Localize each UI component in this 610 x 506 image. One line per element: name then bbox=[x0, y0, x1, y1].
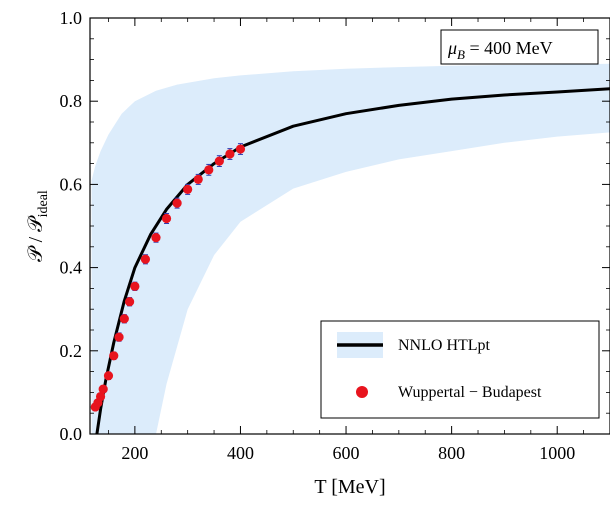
data-point bbox=[172, 197, 182, 209]
data-point bbox=[225, 148, 235, 160]
svg-text:μB = 400 MeV: μB = 400 MeV bbox=[447, 38, 553, 62]
y-axis-label: 𝒫 / 𝒫ideal bbox=[25, 190, 51, 262]
data-point bbox=[103, 371, 114, 381]
point-marker bbox=[225, 149, 235, 159]
mu-symbol: μ bbox=[447, 38, 457, 58]
point-marker bbox=[172, 198, 182, 208]
point-marker bbox=[119, 314, 129, 324]
data-point bbox=[130, 281, 140, 291]
htlpt-line bbox=[95, 87, 610, 434]
point-marker bbox=[151, 233, 161, 243]
y-tick-label: 0.4 bbox=[60, 258, 83, 278]
data-point bbox=[151, 232, 161, 243]
data-point bbox=[109, 351, 119, 361]
x-tick-label: 1000 bbox=[539, 443, 575, 463]
legend-scatter-label: Wuppertal − Budapest bbox=[398, 384, 542, 401]
point-marker bbox=[235, 144, 246, 154]
mu-annotation-box bbox=[440, 29, 599, 65]
data-point bbox=[124, 297, 135, 307]
point-marker bbox=[130, 281, 140, 291]
y-axis-label-main: 𝒫 / 𝒫 bbox=[25, 215, 47, 262]
data-point bbox=[235, 143, 246, 155]
point-marker bbox=[193, 174, 203, 185]
mu-subscript: B bbox=[457, 47, 465, 62]
point-marker bbox=[109, 351, 119, 361]
wuppertal-budapest-points bbox=[90, 143, 246, 412]
data-point bbox=[119, 314, 129, 324]
mu-annotation: μB = 400 MeV bbox=[440, 29, 599, 65]
point-marker bbox=[140, 254, 151, 264]
point-marker bbox=[204, 165, 214, 175]
point-marker bbox=[114, 332, 124, 342]
x-tick-label: 600 bbox=[333, 443, 360, 463]
x-axis-label: T [MeV] bbox=[314, 476, 385, 498]
legend-line-label: NNLO HTLpt bbox=[398, 337, 491, 354]
data-point bbox=[204, 163, 214, 176]
data-point bbox=[214, 155, 224, 168]
data-point bbox=[183, 183, 193, 195]
x-tick-label: 200 bbox=[121, 443, 148, 463]
legend-scatter-swatch bbox=[356, 386, 368, 398]
x-axis-ticks: 200 400 600 800 1000 bbox=[108, 18, 610, 463]
mu-value: = 400 MeV bbox=[465, 38, 553, 58]
point-marker bbox=[124, 297, 135, 307]
data-point bbox=[98, 384, 108, 394]
x-tick-label: 400 bbox=[227, 443, 254, 463]
data-point bbox=[140, 254, 151, 265]
data-point bbox=[193, 173, 203, 185]
y-axis-label-sub: ideal bbox=[36, 190, 51, 217]
point-marker bbox=[214, 156, 224, 166]
data-point bbox=[161, 213, 172, 225]
htlpt-uncertainty-band bbox=[91, 63, 610, 434]
y-tick-label: 1.0 bbox=[60, 8, 83, 28]
point-marker bbox=[95, 391, 106, 402]
point-marker bbox=[103, 371, 114, 381]
legend: NNLO HTLpt Wuppertal − Budapest bbox=[320, 320, 600, 419]
point-marker bbox=[161, 213, 172, 224]
y-axis-ticks: 0.0 0.2 0.4 0.6 0.8 1.0 bbox=[60, 8, 610, 444]
y-tick-label: 0.0 bbox=[60, 424, 83, 444]
y-tick-label: 0.8 bbox=[60, 91, 83, 111]
y-tick-label: 0.2 bbox=[60, 341, 83, 361]
point-marker bbox=[98, 384, 108, 394]
point-marker bbox=[183, 184, 193, 194]
x-tick-label: 800 bbox=[438, 443, 465, 463]
y-tick-label: 0.6 bbox=[60, 174, 83, 194]
band-area bbox=[91, 63, 610, 434]
data-point bbox=[114, 332, 124, 342]
htlpt-curve bbox=[95, 87, 610, 434]
